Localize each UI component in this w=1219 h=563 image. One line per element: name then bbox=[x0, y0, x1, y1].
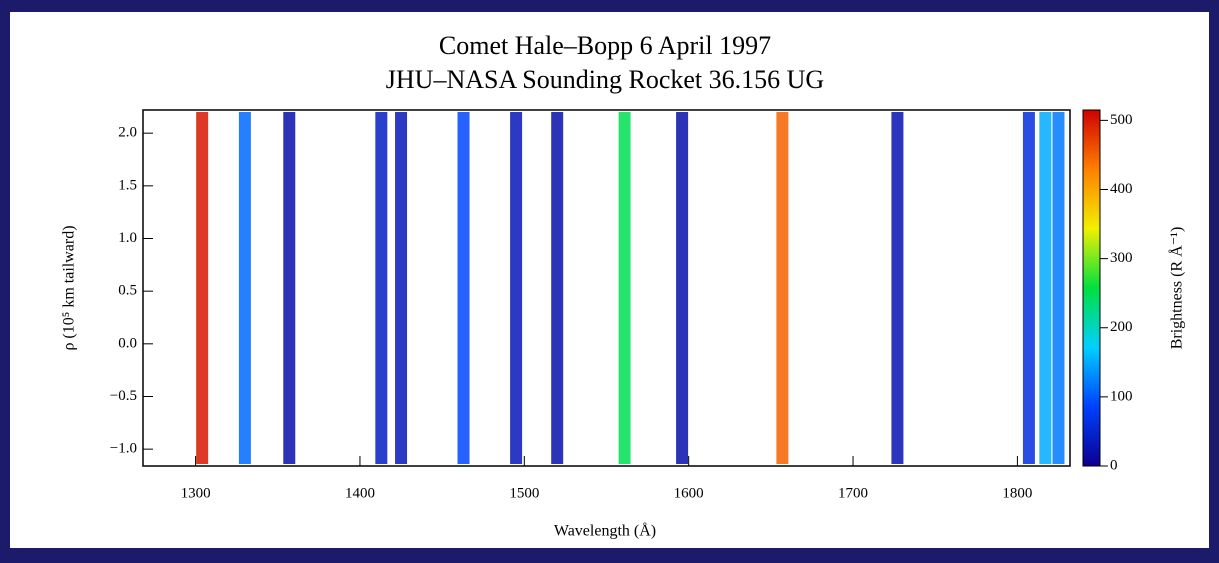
emission-band bbox=[1039, 112, 1052, 464]
y-tick-label: 0.5 bbox=[118, 283, 137, 299]
y-tick-label: −0.5 bbox=[110, 388, 137, 404]
y-tick-label: 2.0 bbox=[118, 125, 137, 141]
x-tick-label: 1600 bbox=[674, 485, 704, 501]
colorbar-tick-label: 0 bbox=[1110, 457, 1118, 473]
emission-band bbox=[676, 112, 689, 464]
emission-band bbox=[375, 112, 388, 464]
x-tick-label: 1500 bbox=[509, 485, 539, 501]
emission-band bbox=[551, 112, 564, 464]
emission-band bbox=[776, 112, 789, 464]
plot-frame bbox=[142, 109, 1071, 467]
x-tick-label: 1300 bbox=[181, 485, 211, 501]
x-tick-label: 1800 bbox=[1002, 485, 1032, 501]
colorbar bbox=[1082, 109, 1101, 467]
colorbar-tick-label: 500 bbox=[1110, 112, 1133, 128]
chart-subtitle: JHU–NASA Sounding Rocket 36.156 UG bbox=[386, 65, 824, 94]
x-axis-label: Wavelength (Å) bbox=[554, 522, 656, 540]
chart-title: Comet Hale–Bopp 6 April 1997 bbox=[439, 31, 771, 60]
emission-band bbox=[457, 112, 470, 464]
colorbar-label: Brightness (R Å⁻¹) bbox=[1168, 227, 1186, 350]
colorbar-tick-label: 100 bbox=[1110, 388, 1133, 404]
emission-band bbox=[283, 112, 296, 464]
emission-band bbox=[395, 112, 408, 464]
colorbar-tick-label: 400 bbox=[1110, 181, 1133, 197]
y-tick-label: 1.0 bbox=[118, 230, 137, 246]
x-tick-label: 1700 bbox=[838, 485, 868, 501]
panel bbox=[10, 12, 1209, 548]
y-tick-label: −1.0 bbox=[110, 441, 137, 457]
y-tick-label: 1.5 bbox=[118, 177, 137, 193]
colorbar-tick-label: 300 bbox=[1110, 250, 1133, 266]
y-axis-label: ρ (10⁵ km tailward) bbox=[61, 225, 78, 350]
emission-band bbox=[618, 112, 631, 464]
x-tick-label: 1400 bbox=[345, 485, 375, 501]
y-tick-label: 0.0 bbox=[118, 335, 137, 351]
emission-band bbox=[510, 112, 523, 464]
emission-band bbox=[196, 112, 209, 464]
colorbar-tick-label: 200 bbox=[1110, 319, 1133, 335]
emission-band bbox=[891, 112, 904, 464]
emission-band bbox=[1022, 112, 1035, 464]
emission-band bbox=[1052, 112, 1065, 464]
emission-band bbox=[238, 112, 251, 464]
